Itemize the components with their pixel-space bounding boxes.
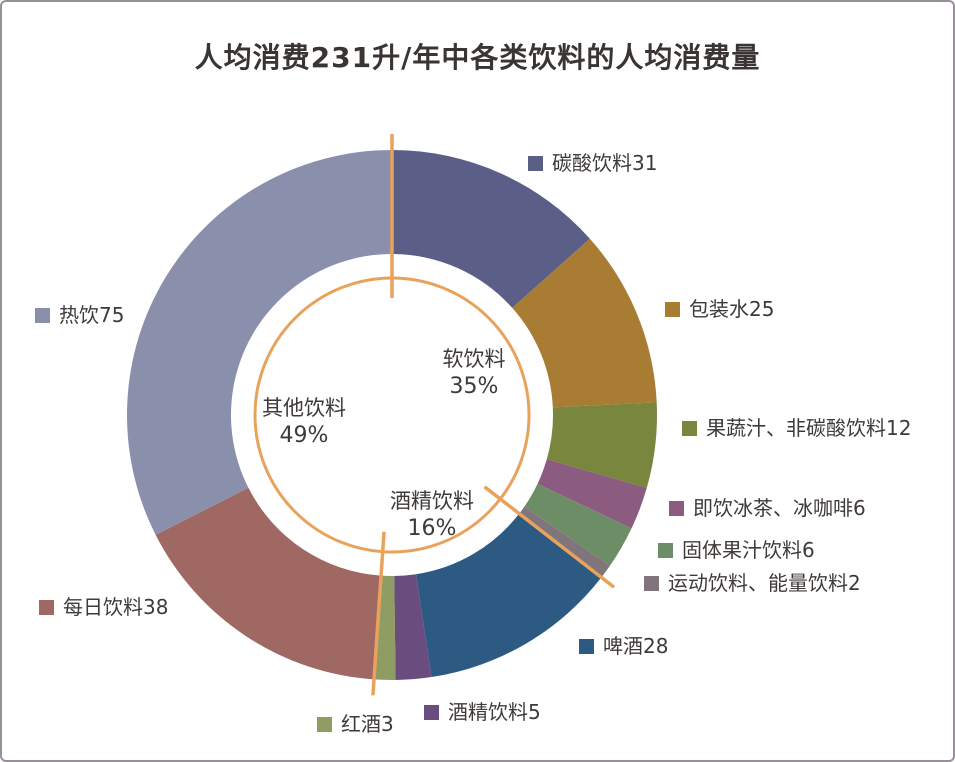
legend-item-daily-drinks: 每日饮料38 (39, 596, 168, 618)
legend-item-alcoholic-drinks: 酒精饮料5 (424, 701, 541, 723)
group-label-text: 酒精饮料 (390, 489, 474, 513)
legend-label: 啤酒28 (603, 634, 669, 658)
legend-label: 运动饮料、能量饮料2 (668, 571, 861, 595)
legend-item-beer: 啤酒28 (579, 635, 668, 657)
legend-label: 碳酸饮料31 (552, 151, 658, 175)
legend-item-carbonated: 碳酸饮料31 (528, 152, 657, 174)
legend-swatch (658, 542, 673, 558)
group-divider-line (371, 531, 386, 696)
group-percent: 16% (407, 516, 457, 542)
legend-swatch (424, 704, 439, 720)
legend-item-hot-drinks: 热饮75 (35, 304, 124, 326)
group-label-other-drinks: 其他饮料 49% (204, 395, 404, 451)
legend-swatch (35, 307, 50, 323)
chart-title: 人均消费231升/年中各类饮料的人均消费量 (194, 41, 761, 74)
pie-segment (394, 574, 432, 680)
legend-label: 红酒3 (341, 712, 394, 736)
legend-item-sports-energy: 运动饮料、能量饮料2 (644, 572, 861, 594)
legend-label: 酒精饮料5 (448, 700, 541, 724)
legend-item-iced-tea-coffee: 即饮冰茶、冰咖啡6 (669, 497, 866, 519)
legend-swatch (682, 420, 697, 436)
group-divider-line (483, 485, 616, 589)
group-label-alcoholic-drinks: 酒精饮料 16% (332, 488, 532, 544)
pie-segment (546, 402, 657, 488)
legend-label: 热饮75 (59, 303, 125, 327)
pie-segment (126, 150, 393, 535)
legend-swatch (39, 599, 54, 615)
pie-segment (537, 459, 647, 529)
legend-item-red-wine: 红酒3 (317, 713, 394, 735)
legend-swatch (669, 500, 684, 516)
legend-swatch (317, 716, 332, 732)
pie-segment (415, 513, 602, 678)
group-percent: 35% (449, 374, 499, 400)
legend-label: 包装水25 (689, 297, 775, 321)
legend-swatch (528, 155, 543, 171)
legend-swatch (665, 301, 680, 317)
pie-segment (155, 487, 382, 680)
pie-segment (524, 483, 632, 566)
group-label-soft-drinks: 软饮料 35% (374, 346, 574, 402)
legend-label: 即饮冰茶、冰咖啡6 (693, 496, 866, 520)
group-label-text: 其他饮料 (262, 396, 346, 420)
legend-swatch (579, 638, 594, 654)
group-label-text: 软饮料 (442, 347, 506, 371)
pie-segment (512, 238, 657, 408)
legend-item-juice: 果蔬汁、非碳酸饮料12 (682, 417, 911, 439)
legend-label: 果蔬汁、非碳酸饮料12 (706, 416, 912, 440)
group-percent: 49% (279, 423, 329, 449)
legend-label: 固体果汁饮料6 (682, 538, 815, 562)
pie-segment (519, 506, 610, 578)
pie-segment (392, 150, 590, 308)
legend-item-solid-juice: 固体果汁饮料6 (658, 539, 815, 561)
legend-swatch (644, 575, 659, 591)
legend-label: 每日饮料38 (63, 595, 169, 619)
legend-item-packaged-water: 包装水25 (665, 298, 774, 320)
